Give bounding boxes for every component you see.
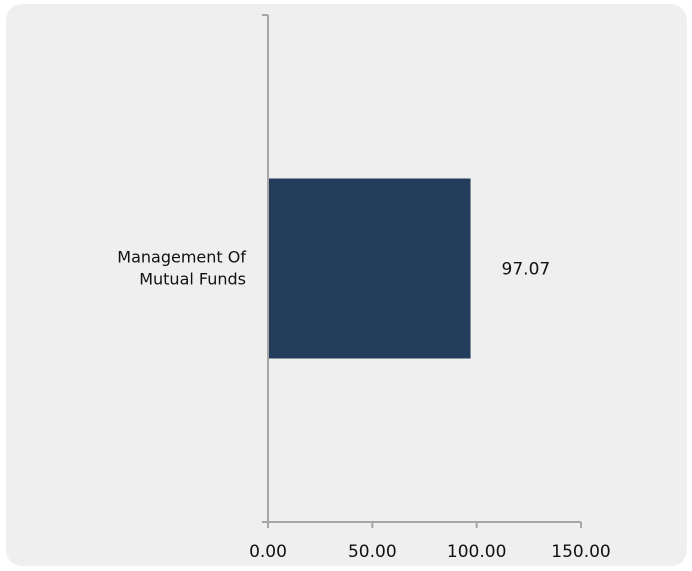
labels-group: 97.07 Management Of Mutual Funds (117, 248, 550, 289)
bars-group (268, 178, 471, 359)
axes-group (267, 15, 581, 523)
x-tick-label: 100.00 (447, 542, 506, 562)
bar (268, 178, 471, 359)
data-label: 97.07 (502, 260, 551, 280)
x-tick-label: 0.00 (249, 542, 287, 562)
x-tick-label: 50.00 (348, 542, 397, 562)
category-label: Mutual Funds (139, 270, 246, 289)
category-label: Management Of (117, 248, 246, 267)
x-ticks-group: 0.00 50.00 100.00 150.00 (249, 14, 611, 562)
x-tick-label: 150.00 (551, 542, 610, 562)
